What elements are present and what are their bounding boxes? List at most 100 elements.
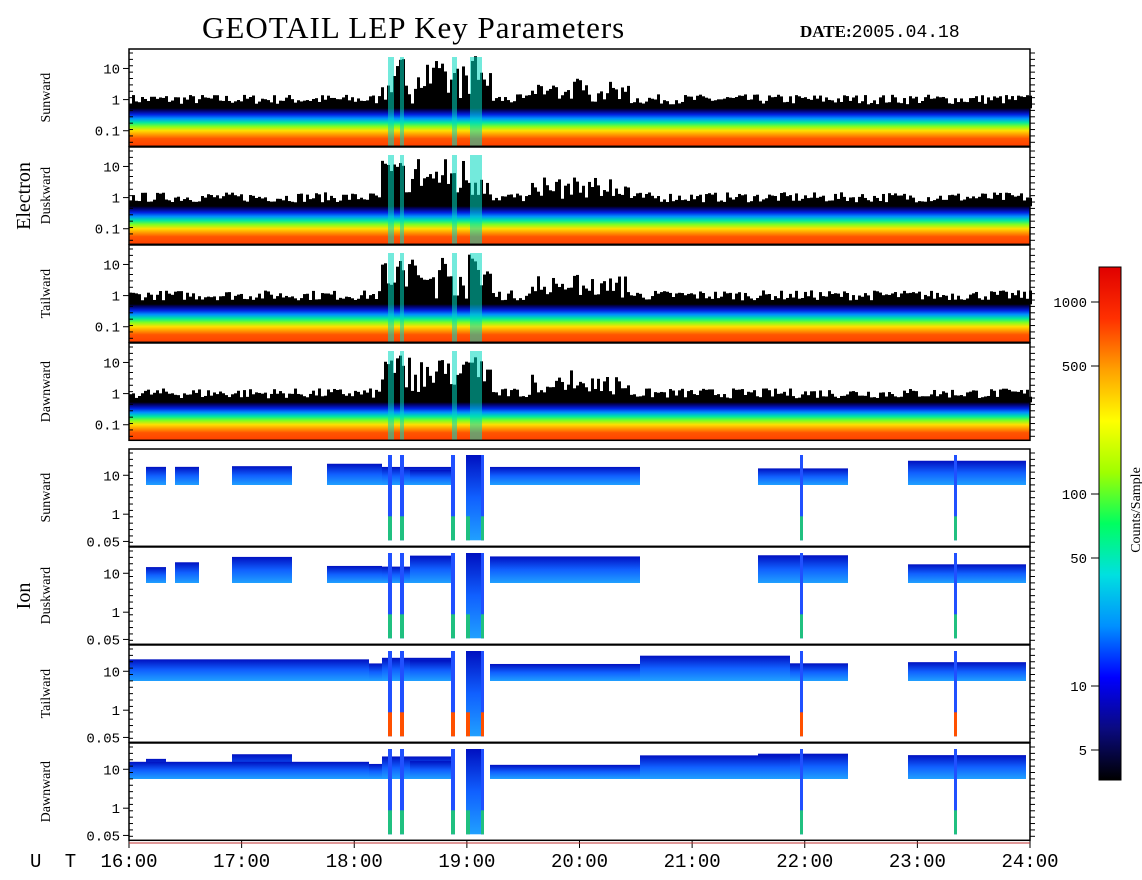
speckle xyxy=(798,397,801,403)
speckle xyxy=(423,178,426,207)
speckle xyxy=(807,395,810,403)
speckle xyxy=(678,103,681,109)
speckle xyxy=(267,398,270,403)
speckle xyxy=(606,290,609,305)
speckle xyxy=(771,299,774,305)
speckle xyxy=(264,392,267,403)
speckle xyxy=(552,387,555,403)
event-column xyxy=(954,455,957,541)
speckle xyxy=(735,293,738,305)
speckle xyxy=(210,98,213,109)
speckle xyxy=(264,290,267,305)
speckle xyxy=(660,103,663,109)
speckle xyxy=(585,85,588,109)
speckle xyxy=(969,198,972,207)
speckle xyxy=(954,299,957,305)
speckle xyxy=(486,271,489,305)
speckle xyxy=(729,292,732,305)
speckle xyxy=(918,396,921,403)
speckle xyxy=(627,187,630,207)
speckle xyxy=(1005,291,1008,305)
speckle xyxy=(786,395,789,403)
speckle xyxy=(555,380,558,403)
speckle xyxy=(666,397,669,403)
speckle xyxy=(810,197,813,207)
speckle xyxy=(507,194,510,207)
speckle xyxy=(810,99,813,109)
speckle xyxy=(543,286,546,305)
speckle xyxy=(579,294,582,305)
ion-patch xyxy=(175,466,199,485)
speckle xyxy=(525,397,528,403)
speckle xyxy=(267,201,270,207)
speckle xyxy=(843,291,846,305)
speckle xyxy=(543,177,546,207)
event-core xyxy=(400,712,404,737)
speckle xyxy=(675,293,678,305)
speckle xyxy=(285,97,288,109)
speckle xyxy=(330,97,333,109)
x-tick-label: 23:00 xyxy=(889,851,946,873)
speckle xyxy=(663,199,666,207)
speckle xyxy=(789,293,792,305)
speckle xyxy=(444,373,447,403)
speckle xyxy=(696,395,699,403)
speckle xyxy=(423,279,426,305)
speckle xyxy=(771,195,774,207)
speckle xyxy=(795,290,798,305)
speckle xyxy=(981,193,984,207)
speckle xyxy=(999,192,1002,207)
speckle xyxy=(279,293,282,305)
speckle xyxy=(258,196,261,207)
speckle xyxy=(828,291,831,305)
speckle xyxy=(297,300,300,305)
speckle xyxy=(246,98,249,109)
speckle xyxy=(201,196,204,207)
speckle xyxy=(798,298,801,305)
speckle xyxy=(459,373,462,403)
speckle xyxy=(267,291,270,305)
speckle xyxy=(405,286,408,305)
speckle xyxy=(1026,197,1029,207)
event-core xyxy=(451,614,455,639)
speckle xyxy=(336,389,339,403)
speckle xyxy=(927,396,930,403)
speckle xyxy=(570,287,573,305)
speckle xyxy=(648,97,651,109)
speckle xyxy=(318,299,321,305)
speckle xyxy=(429,174,432,207)
speckle xyxy=(678,390,681,403)
event-core xyxy=(466,810,470,835)
speckle xyxy=(294,202,297,207)
speckle xyxy=(864,95,867,109)
speckle xyxy=(750,392,753,403)
speckle xyxy=(933,298,936,305)
speckle xyxy=(927,296,930,305)
speckle xyxy=(639,293,642,305)
speckle xyxy=(132,195,135,207)
event-core xyxy=(400,810,404,835)
event-column xyxy=(400,651,404,737)
speckle xyxy=(327,95,330,109)
speckle xyxy=(210,395,213,403)
speckle xyxy=(645,193,648,207)
speckle xyxy=(1017,95,1020,109)
speckle xyxy=(582,185,585,207)
speckle xyxy=(138,201,141,207)
speckle xyxy=(492,100,495,109)
speckle xyxy=(336,99,339,109)
speckle xyxy=(489,194,492,207)
speckle xyxy=(375,195,378,207)
speckle xyxy=(162,192,165,207)
x-tick-label: 24:00 xyxy=(1001,851,1058,873)
speckle xyxy=(714,395,717,403)
speckle xyxy=(930,98,933,109)
speckle xyxy=(165,391,168,403)
speckle xyxy=(681,388,684,403)
speckle xyxy=(243,390,246,403)
speckle xyxy=(351,97,354,109)
speckle xyxy=(1008,389,1011,403)
speckle xyxy=(669,193,672,207)
speckle xyxy=(345,296,348,305)
speckle xyxy=(309,199,312,207)
